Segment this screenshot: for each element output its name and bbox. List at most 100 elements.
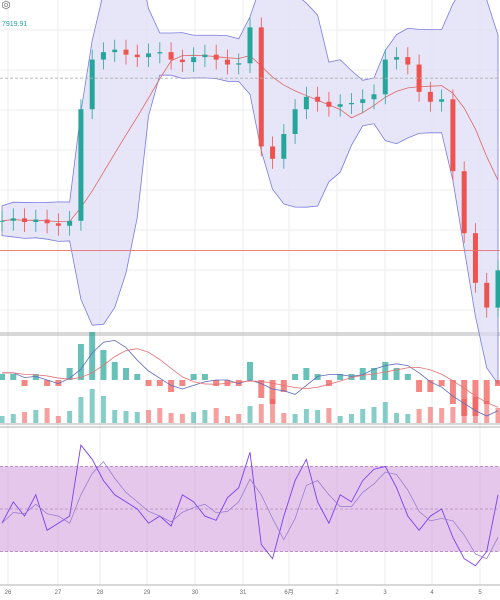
- candle-body: [157, 52, 163, 54]
- macd-histogram-bar: [258, 380, 265, 398]
- macd-histogram-bar: [168, 380, 175, 392]
- candle-body: [382, 59, 388, 95]
- x-axis-tick-label: 30: [192, 590, 199, 596]
- volume-bar: [67, 411, 73, 423]
- volume-bar: [112, 410, 118, 423]
- candle-body: [416, 64, 422, 92]
- candle-body: [33, 219, 39, 223]
- macd-histogram-bar: [66, 368, 73, 380]
- candle-body: [44, 219, 50, 224]
- volume-bar: [461, 399, 467, 423]
- candle-body: [258, 27, 264, 147]
- macd-histogram-bar: [337, 374, 344, 380]
- volume-bar: [394, 413, 400, 423]
- macd-histogram-bar: [201, 374, 208, 380]
- macd-histogram-bar: [314, 374, 321, 380]
- macd-histogram-bar: [427, 380, 434, 392]
- volume-bar: [247, 406, 253, 423]
- candle-body: [247, 27, 253, 64]
- macd-histogram-bar: [280, 380, 287, 392]
- macd-histogram-bar: [325, 380, 332, 386]
- candle-body: [123, 49, 129, 55]
- gear-icon[interactable]: [1, 0, 11, 10]
- volume-bar: [134, 412, 140, 423]
- candle-body: [112, 49, 118, 53]
- candle-body: [281, 134, 287, 159]
- volume-bar: [495, 408, 500, 423]
- x-axis-tick-label: 29: [144, 590, 151, 596]
- macd-histogram-bar: [416, 380, 423, 392]
- volume-bar: [427, 407, 433, 423]
- volume-bar: [89, 389, 95, 423]
- candle-body: [55, 223, 61, 226]
- volume-bar: [292, 414, 298, 423]
- macd-histogram-bar: [32, 374, 39, 380]
- candle-body: [270, 146, 276, 159]
- candle-body: [202, 54, 208, 58]
- candle-body: [78, 109, 84, 221]
- macd-histogram-bar: [483, 380, 490, 404]
- x-axis-tick-label: 26: [5, 590, 12, 596]
- candle-body: [236, 63, 242, 65]
- macd-histogram-bar: [44, 380, 51, 386]
- candle-body: [0, 220, 5, 222]
- candle-body: [348, 103, 354, 105]
- volume-bar: [123, 411, 129, 423]
- x-axis-tick-label: 27: [55, 590, 62, 596]
- candle-body: [89, 59, 95, 110]
- macd-histogram-bar: [449, 380, 456, 404]
- volume-bar: [281, 413, 287, 423]
- volume-bar: [157, 408, 163, 423]
- x-axis-tick-label: 28: [97, 590, 104, 596]
- candle-body: [337, 104, 343, 107]
- candle-body: [146, 53, 152, 58]
- candle-body: [405, 57, 411, 65]
- candle-body: [315, 96, 321, 102]
- macd-histogram-bar: [247, 362, 253, 380]
- volume-bar: [0, 416, 5, 423]
- macd-histogram-bar: [123, 368, 129, 380]
- macd-histogram-bar: [213, 380, 220, 386]
- x-axis-tick-label: 6月: [284, 589, 293, 596]
- macd-histogram-bar: [495, 380, 500, 386]
- macd-histogram-bar: [145, 380, 152, 386]
- candle-body: [168, 52, 174, 60]
- macd-histogram-bar: [303, 368, 310, 380]
- x-axis-tick-label: 31: [240, 590, 247, 596]
- volume-bar: [270, 399, 276, 423]
- macd-histogram-bar: [292, 374, 299, 380]
- volume-bar: [326, 408, 332, 423]
- candle-body: [450, 99, 456, 172]
- volume-bar: [10, 414, 16, 423]
- rsi-signal-line: [1, 461, 499, 560]
- volume-bar: [484, 401, 490, 423]
- macd-histogram-bar: [134, 374, 141, 380]
- macd-histogram-bar: [55, 380, 62, 386]
- volume-bar: [416, 409, 422, 423]
- volume-bar: [303, 409, 309, 423]
- candle-body: [303, 96, 309, 110]
- macd-histogram-bar: [359, 368, 366, 380]
- volume-bar: [78, 397, 84, 423]
- candle-body: [371, 94, 377, 100]
- candle-body: [484, 282, 490, 308]
- x-axis-tick-label: 3: [383, 590, 387, 596]
- candle-body: [22, 218, 28, 223]
- macd-histogram-bar: [461, 380, 468, 416]
- macd-histogram-bar: [404, 374, 411, 380]
- volume-bar: [33, 410, 39, 423]
- macd-histogram-bar: [269, 380, 276, 404]
- volume-bar: [179, 414, 185, 423]
- volume-bar: [146, 410, 152, 423]
- macd-histogram-bar: [10, 374, 17, 380]
- volume-bar: [258, 404, 264, 423]
- macd-histogram-bar: [156, 380, 163, 386]
- macd-histogram-bar: [89, 332, 96, 380]
- candle-body: [191, 57, 197, 63]
- volume-bar: [405, 414, 411, 423]
- macd-histogram-bar: [111, 362, 118, 380]
- candle-body: [394, 57, 400, 60]
- macd-line: [2, 339, 499, 417]
